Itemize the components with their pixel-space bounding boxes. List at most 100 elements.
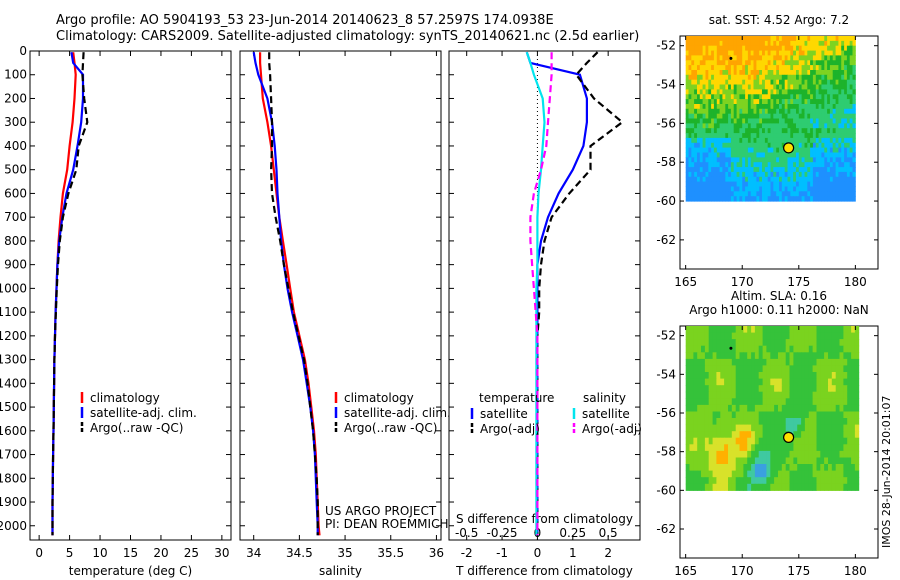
y-tick-label: 1400 (0, 376, 27, 390)
s-tick-label: -0.5 (455, 526, 478, 540)
y-tick-label: 700 (4, 210, 27, 224)
plot-frame (29, 50, 232, 541)
series-temperature-1 (51, 52, 85, 536)
y-tick-label: -62 (656, 522, 676, 536)
s-tick-label: -0.25 (487, 526, 518, 540)
y-tick-label: 1900 (0, 495, 27, 509)
project-annotation: US ARGO PROJECT (325, 504, 437, 518)
legend-label: climatology (344, 391, 414, 405)
x-tick-label: 1 (569, 546, 577, 560)
chart-panel-sla_map: 165 170 175 180 -52 -54 -56 -58 -60 -62 Altim. SLA… (656, 289, 879, 578)
profile-location-marker (783, 431, 795, 443)
y-tick-label: -56 (656, 406, 676, 420)
x-axis-label: temperature (deg C) (69, 564, 192, 578)
series-difference-3 (529, 52, 553, 536)
y-tick-label: 1700 (0, 448, 27, 462)
x-tick-label: 165 (674, 275, 697, 289)
y-tick-label: 300 (4, 115, 27, 129)
y-tick-label: -54 (656, 78, 676, 92)
legend-header: temperature (479, 391, 554, 405)
legend-label: Argo(-adj) (480, 422, 540, 436)
legend-label: satellite-adj. clim. (90, 406, 197, 420)
map-subtitle: Argo h1000: 0.11 h2000: NaN (689, 303, 869, 317)
x-tick-label: 170 (731, 564, 754, 578)
imos-credit-text: IMOS 28-Jun-2014 20:01:07 (880, 395, 893, 548)
map-title: sat. SST: 4.52 Argo: 7.2 (709, 13, 849, 27)
map-field (685, 36, 856, 202)
x-tick-label: 175 (787, 564, 810, 578)
x-tick-label: 5 (66, 546, 74, 560)
x-tick-label: 175 (787, 275, 810, 289)
x-tick-label: 25 (184, 546, 199, 560)
map-title: Altim. SLA: 0.16 (731, 289, 827, 303)
x-tick-label: 36 (429, 546, 444, 560)
y-tick-label: -60 (656, 194, 676, 208)
x-tick-label: 180 (844, 275, 867, 289)
x-tick-label: 35 (337, 546, 352, 560)
x-tick-label: 2 (604, 546, 612, 560)
y-tick-label: -54 (656, 367, 676, 381)
reference-point (729, 56, 733, 60)
y-tick-label: 1300 (0, 353, 27, 367)
series-salinity-2 (268, 52, 319, 536)
x-axis-label: T difference from climatology (455, 564, 633, 578)
y-tick-label: 1200 (0, 329, 27, 343)
s-tick-label: 0.5 (599, 526, 618, 540)
y-tick-label: 1100 (0, 305, 27, 319)
chart-panel-sst_map: 165 170 175 180 -52 -54 -56 -58 -60 -62 sat. SST: … (656, 13, 879, 289)
y-tick-label: -60 (656, 483, 676, 497)
y-tick-label: -58 (656, 445, 676, 459)
plot-frame (239, 50, 442, 541)
plot-title-line1: Argo profile: AO 5904193_53 23-Jun-2014 … (56, 13, 554, 28)
y-tick-label: 500 (4, 163, 27, 177)
x-tick-label: 34.5 (286, 546, 313, 560)
y-tick-label: -56 (656, 116, 676, 130)
profile-location-marker (783, 142, 795, 154)
x-tick-label: 165 (674, 564, 697, 578)
chart-panel-difference: -2 -1 0 1 2 T difference from climatology -0.5… (448, 50, 642, 578)
x-tick-label: 30 (214, 546, 229, 560)
plot-title-line2: Climatology: CARS2009. Satellite-adjuste… (56, 29, 640, 44)
y-tick-label: 1500 (0, 400, 27, 414)
s-tick-label: 0.25 (559, 526, 586, 540)
chart-panel-salinity: 34 34.5 35 35.5 36 salinity climatologysatelli… (239, 50, 451, 578)
legend-label: satellite-adj. clim. (344, 406, 451, 420)
s-axis-label: S difference from climatology (456, 512, 633, 526)
legend-label: satellite (582, 407, 630, 421)
x-tick-label: -2 (461, 546, 473, 560)
x-tick-label: 20 (153, 546, 168, 560)
y-tick-label: 100 (4, 68, 27, 82)
y-tick-label: 900 (4, 258, 27, 272)
y-tick-label: -52 (656, 39, 676, 53)
project-annotation: PI: DEAN ROEMMICH (325, 517, 448, 531)
y-tick-label: 2000 (0, 519, 27, 533)
y-tick-label: 200 (4, 91, 27, 105)
x-tick-label: 180 (844, 564, 867, 578)
y-tick-label: 1600 (0, 424, 27, 438)
reference-point (729, 346, 733, 350)
legend-label: climatology (90, 391, 160, 405)
x-tick-label: 10 (92, 546, 107, 560)
y-tick-label: 800 (4, 234, 27, 248)
y-tick-label: -58 (656, 155, 676, 169)
x-axis-label: salinity (319, 564, 362, 578)
map-field (685, 326, 860, 491)
x-tick-label: 15 (123, 546, 138, 560)
legend-label: Argo(-adj) (582, 422, 642, 436)
x-tick-label: 170 (731, 275, 754, 289)
legend-label: Argo(..raw -QC) (344, 421, 437, 435)
y-tick-label: -52 (656, 329, 676, 343)
y-tick-label: -62 (656, 233, 676, 247)
y-tick-label: 1000 (0, 281, 27, 295)
chart-panel-temperature: 0 5 10 15 20 25 30 temperature (deg C) 0 100 200 30… (0, 44, 232, 578)
x-tick-label: 0 (534, 546, 542, 560)
y-tick-label: 0 (19, 44, 27, 58)
x-tick-label: 0 (35, 546, 43, 560)
y-tick-label: 400 (4, 139, 27, 153)
legend-header: salinity (583, 391, 626, 405)
x-tick-label: 35.5 (377, 546, 404, 560)
x-tick-label: -1 (496, 546, 508, 560)
x-tick-label: 34 (246, 546, 261, 560)
legend-label: satellite (480, 407, 528, 421)
